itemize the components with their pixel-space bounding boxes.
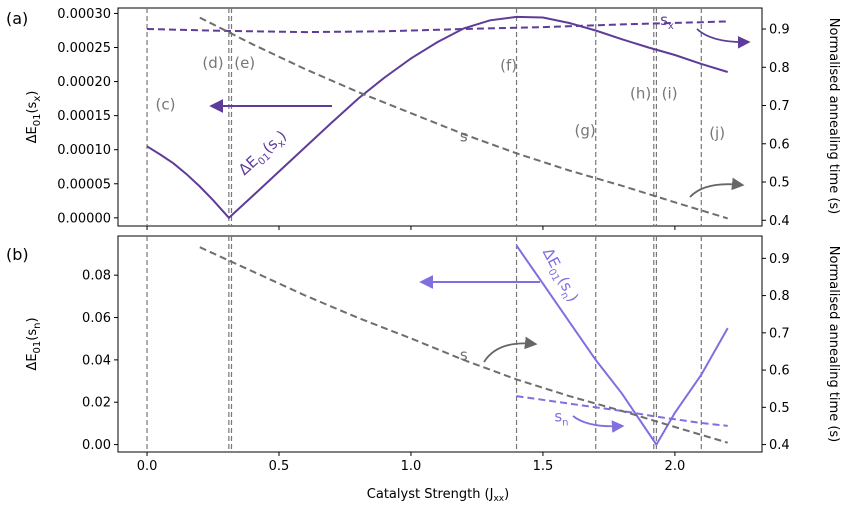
y-tick-label: 0.00	[82, 438, 111, 453]
y2-axis-label: Normalised annealing time (s)	[826, 246, 841, 442]
series-line	[515, 244, 729, 447]
y-tick-label: 0.00015	[57, 109, 111, 124]
x-axis-label: Catalyst Strength (Jxx)	[367, 487, 509, 504]
right-axis-arrow	[572, 415, 625, 433]
series-line	[199, 246, 728, 444]
series-annotation: s	[460, 346, 468, 364]
plot-frame	[117, 235, 763, 453]
y2-tick-label: 0.6	[769, 364, 790, 379]
y-tick-label: 0.00020	[57, 75, 111, 90]
right-axis-arrow	[696, 28, 751, 49]
series-annotation: sn	[554, 407, 568, 428]
y2-axis-label: Normalised annealing time (s)	[826, 18, 841, 214]
y2-tick-label: 0.8	[769, 61, 790, 76]
right-axis-arrow	[689, 177, 745, 198]
x-tick-label: 2.0	[665, 459, 686, 474]
event-label: (d)	[202, 54, 223, 72]
series-annotation: ΔE01(sx)	[235, 127, 292, 181]
y2-tick-label: 0.9	[769, 252, 790, 267]
panel-b: 0.0 0.5 1.0 1.5 2.0 0.00 0.02 0.04 0.06 0.08 0.4 0.…	[6, 235, 841, 474]
y2-tick-label: 0.5	[769, 176, 790, 191]
series-line	[516, 395, 728, 427]
panel-label: (a)	[6, 9, 28, 28]
y-tick-label: 0.00005	[57, 177, 111, 192]
y-tick-label: 0.00025	[57, 41, 111, 56]
event-label: (j)	[709, 124, 725, 142]
y2-tick-label: 0.7	[769, 99, 790, 114]
event-label: (e)	[234, 54, 255, 72]
series-annotation: ΔE01(sn)	[536, 245, 582, 306]
y2-tick-label: 0.9	[769, 23, 790, 38]
right-axis-arrow	[483, 336, 538, 363]
y-tick-label: 0.00010	[57, 143, 111, 158]
y-axis-label: ΔE01(sn)	[25, 317, 43, 370]
y-tick-label: 0.06	[82, 311, 111, 326]
y-tick-label: 0.04	[82, 353, 111, 368]
x-tick-label: 0.5	[269, 459, 290, 474]
y-tick-label: 0.08	[82, 269, 111, 284]
y2-tick-label: 0.4	[769, 214, 790, 229]
plot-frame	[117, 7, 763, 227]
event-label: (g)	[575, 121, 596, 139]
y2-tick-label: 0.8	[769, 289, 790, 304]
series-annotation: s	[460, 128, 468, 146]
series-line	[146, 15, 728, 220]
series-line	[199, 16, 728, 220]
y-tick-label: 0.00030	[57, 7, 111, 22]
x-tick-label: 1.0	[401, 459, 422, 474]
event-label: (f)	[500, 57, 517, 75]
event-label: (h)	[630, 85, 651, 103]
event-label: (c)	[156, 96, 176, 114]
y2-tick-label: 0.7	[769, 326, 790, 341]
x-tick-label: 1.5	[533, 459, 554, 474]
y-axis-label: ΔE01(sx)	[25, 91, 43, 144]
y2-tick-label: 0.5	[769, 401, 790, 416]
y2-tick-label: 0.4	[769, 438, 790, 453]
y-tick-label: 0.02	[82, 396, 111, 411]
y-tick-label: 0.00000	[57, 211, 111, 226]
x-tick-label: 0.0	[137, 459, 158, 474]
panel-label: (b)	[6, 245, 29, 264]
panel-a: 0.00000 0.00005 0.00010 0.00015 0.00020 0.000…	[6, 7, 841, 230]
event-label: (i)	[662, 85, 678, 103]
series-line	[146, 20, 728, 34]
series-annotation: sx	[660, 11, 674, 32]
y2-tick-label: 0.6	[769, 137, 790, 152]
